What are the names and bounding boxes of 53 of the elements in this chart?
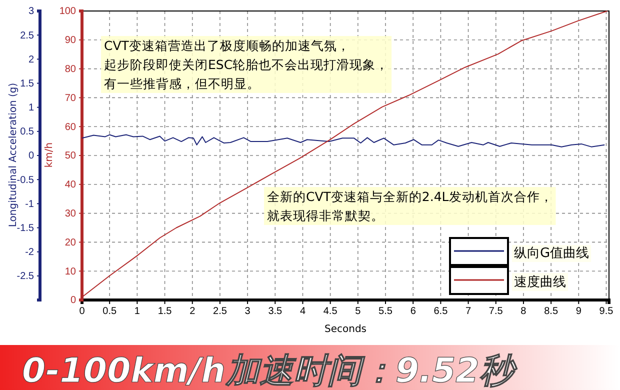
y-tick-label: 1 xyxy=(28,102,34,114)
y2-tick-label: 100 xyxy=(59,6,76,18)
y2-tick-label: 70 xyxy=(64,92,76,104)
y-tick-label: 2.5 xyxy=(20,30,34,42)
y-tick-label: 0 xyxy=(28,150,34,162)
y2-tick-label: 50 xyxy=(64,150,76,162)
line-series xyxy=(82,10,608,298)
x-tick-label: 6 xyxy=(410,306,416,318)
x-tick-label: 9 xyxy=(576,306,582,318)
x-tick-label: 5.5 xyxy=(378,306,393,318)
y2-tick-label: 40 xyxy=(64,180,76,191)
y-tick-label: -1 xyxy=(25,198,34,210)
x-tick-label: 4.5 xyxy=(323,306,338,318)
x-tick-label: 8.5 xyxy=(544,306,558,318)
y-tick-label: 2 xyxy=(28,54,34,66)
y2-tick-label: 20 xyxy=(64,237,76,248)
line-series xyxy=(82,134,606,148)
x-tick-label: 1.5 xyxy=(158,306,172,318)
y2-tick-label: 90 xyxy=(64,35,76,46)
y2-axis-title: km/h xyxy=(44,142,55,168)
y2-tick-label: 30 xyxy=(64,208,76,220)
x-tick-label: 7.5 xyxy=(488,306,504,318)
x-tick-label: 5 xyxy=(355,306,362,318)
y-tick-label: -0.5 xyxy=(16,174,34,186)
x-tick-label: 2.5 xyxy=(213,306,228,318)
annotation: 全新的CVT变速箱与全新的2.4L发动机首次合作，就表现得非常默契。 xyxy=(267,189,553,223)
x-tick-label: 1 xyxy=(134,306,140,318)
legend-label: 速度曲线 xyxy=(514,274,566,290)
x-tick-label: 8 xyxy=(520,306,527,318)
y-tick-label: 3 xyxy=(28,6,34,18)
x-tick-label: 2 xyxy=(190,306,196,318)
y-tick-label: 1.5 xyxy=(20,78,34,90)
text: 0-100km/h加速时间：9.52秒 xyxy=(22,351,518,390)
x-tick-label: 3.5 xyxy=(268,306,283,318)
y-tick-label: -2 xyxy=(25,247,34,258)
y-axis-title: Longitudinal Acceleration (g) xyxy=(8,82,19,228)
x-tick-label: 0.5 xyxy=(102,306,117,318)
x-tick-label: 6.5 xyxy=(434,306,448,318)
y2-tick-label: 80 xyxy=(64,64,76,75)
y-tick-label: -1.5 xyxy=(16,222,34,234)
y-tick-label: 0.5 xyxy=(20,126,34,138)
x-tick-label: 4 xyxy=(300,306,306,318)
y2-tick-label: 60 xyxy=(64,122,76,133)
x-tick-label: 3 xyxy=(244,306,251,318)
y2-tick-label: 10 xyxy=(64,266,76,278)
y-tick-label: -2.5 xyxy=(16,271,34,282)
x-axis-title: Seconds xyxy=(324,324,367,335)
annotation: CVT变速箱营造出了极度顺畅的加速气氛，起步阶段即使关闭ESC轮胎也不会出现打滑现象，有一些推背感，但不明显。 xyxy=(104,38,389,91)
x-tick-label: 0 xyxy=(79,306,86,318)
x-tick-label: 7 xyxy=(466,306,472,318)
y2-tick-label: 0 xyxy=(70,295,76,306)
legend-label: 纵向G值曲线 xyxy=(514,246,590,261)
x-tick-label: 9.5 xyxy=(599,306,614,318)
